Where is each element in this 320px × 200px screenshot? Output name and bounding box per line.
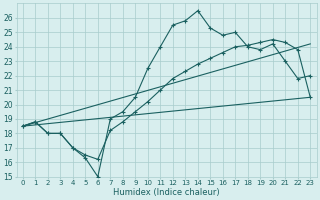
X-axis label: Humidex (Indice chaleur): Humidex (Indice chaleur) bbox=[113, 188, 220, 197]
